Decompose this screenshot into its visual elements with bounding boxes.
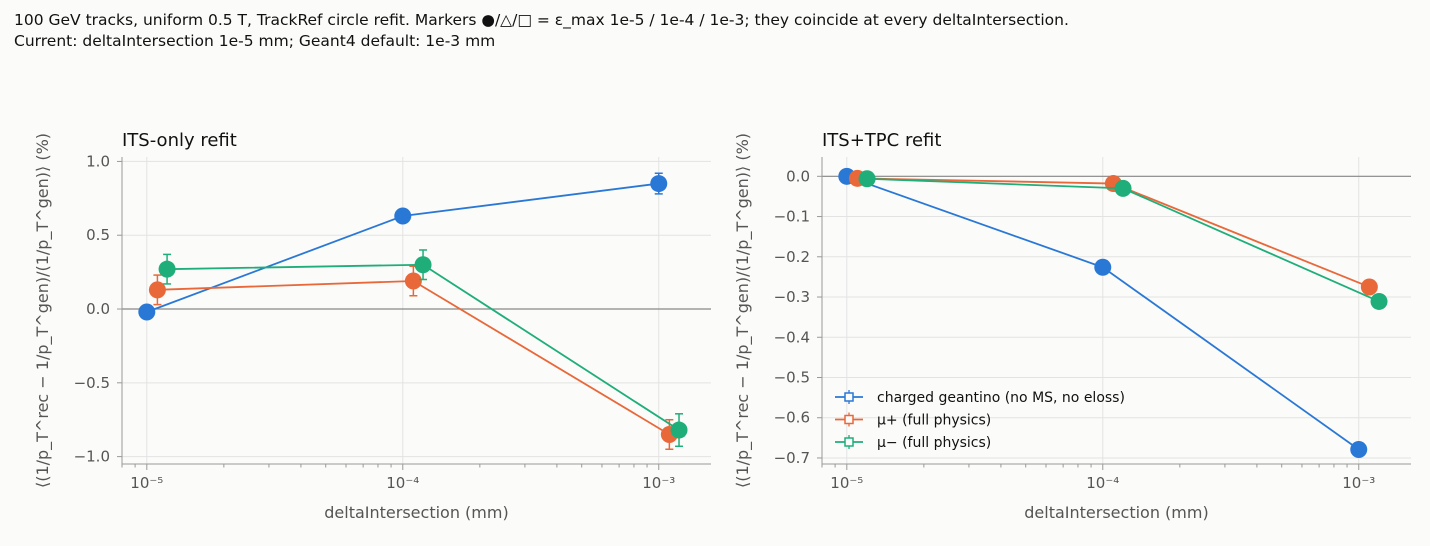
legend-label: μ− (full physics) xyxy=(877,435,991,451)
data-point xyxy=(148,281,166,299)
panel-title: ITS+TPC refit xyxy=(822,130,941,151)
x-axis-label: deltaIntersection (mm) xyxy=(1024,503,1208,522)
data-point xyxy=(1350,441,1368,459)
y-tick-label: 1.0 xyxy=(86,152,110,170)
y-tick-label: −0.2 xyxy=(774,248,810,266)
panel-title: ITS-only refit xyxy=(122,130,237,151)
data-point xyxy=(394,207,412,225)
data-point xyxy=(670,421,688,439)
y-tick-label: −0.7 xyxy=(774,449,810,467)
data-point xyxy=(158,260,176,278)
legend-label: μ+ (full physics) xyxy=(877,413,991,429)
legend-marker xyxy=(844,437,854,447)
y-tick-label: −1.0 xyxy=(74,448,110,466)
y-tick-label: 0.0 xyxy=(786,167,810,185)
data-point xyxy=(858,170,876,188)
legend-marker xyxy=(844,414,854,425)
x-tick-label: 10⁻⁵ xyxy=(130,474,163,492)
series-line-3 xyxy=(167,263,680,431)
y-tick-label: −0.1 xyxy=(774,208,810,226)
x-tick-label: 10⁻⁴ xyxy=(1086,474,1119,492)
x-tick-label: 10⁻⁴ xyxy=(386,474,419,492)
data-point xyxy=(404,272,422,290)
y-axis-label: ⟨(1/p_T^rec − 1/p_T^gen)/(1/p_T^gen)⟩ (%… xyxy=(733,133,753,488)
y-tick-label: −0.4 xyxy=(774,328,810,346)
caption-line-2: Current: deltaIntersection 1e-5 mm; Gean… xyxy=(14,32,496,50)
y-tick-label: 0.0 xyxy=(86,300,110,318)
figure-caption: 100 GeV tracks, uniform 0.5 T, TrackRef … xyxy=(14,10,1069,52)
y-tick-label: 0.5 xyxy=(86,226,110,244)
x-tick-label: 10⁻⁵ xyxy=(830,474,863,492)
panel-2: 0.0 −0.1 −0.2 −0.3 −0.4 −0.5 −0.6 −0.7 10⁻⁵ 10⁻⁴ 1… xyxy=(733,130,1411,522)
y-tick-label: −0.5 xyxy=(774,368,810,386)
series-line-2 xyxy=(157,280,670,436)
series-line-2 xyxy=(857,177,1370,288)
x-tick-label: 10⁻³ xyxy=(1342,474,1375,492)
x-axis-label: deltaIntersection (mm) xyxy=(324,503,508,522)
legend-marker xyxy=(844,392,854,402)
x-tick-label: 10⁻³ xyxy=(642,474,675,492)
y-axis-label: ⟨(1/p_T^rec − 1/p_T^gen)/(1/p_T^gen)⟩ (%… xyxy=(33,133,53,488)
caption-line-1: 100 GeV tracks, uniform 0.5 T, TrackRef … xyxy=(14,11,1069,29)
data-point xyxy=(650,175,668,193)
y-tick-label: −0.6 xyxy=(774,409,810,427)
series-line-3 xyxy=(867,177,1380,303)
y-tick-label: −0.5 xyxy=(74,374,110,392)
data-point xyxy=(1370,292,1388,310)
data-point xyxy=(1360,278,1378,296)
panel-1: 1.0 0.5 0.0 −0.5 −1.0 10⁻⁵ 10⁻⁴ 10⁻³ ITS-only re… xyxy=(33,130,711,522)
data-point xyxy=(138,303,156,321)
data-point xyxy=(1114,179,1132,197)
y-tick-label: −0.3 xyxy=(774,288,810,306)
data-point xyxy=(1094,258,1112,276)
legend-label: charged geantino (no MS, no eloss) xyxy=(877,390,1125,406)
data-point xyxy=(414,256,432,274)
legend: charged geantino (no MS, no eloss) μ+ (fu… xyxy=(835,390,1125,451)
